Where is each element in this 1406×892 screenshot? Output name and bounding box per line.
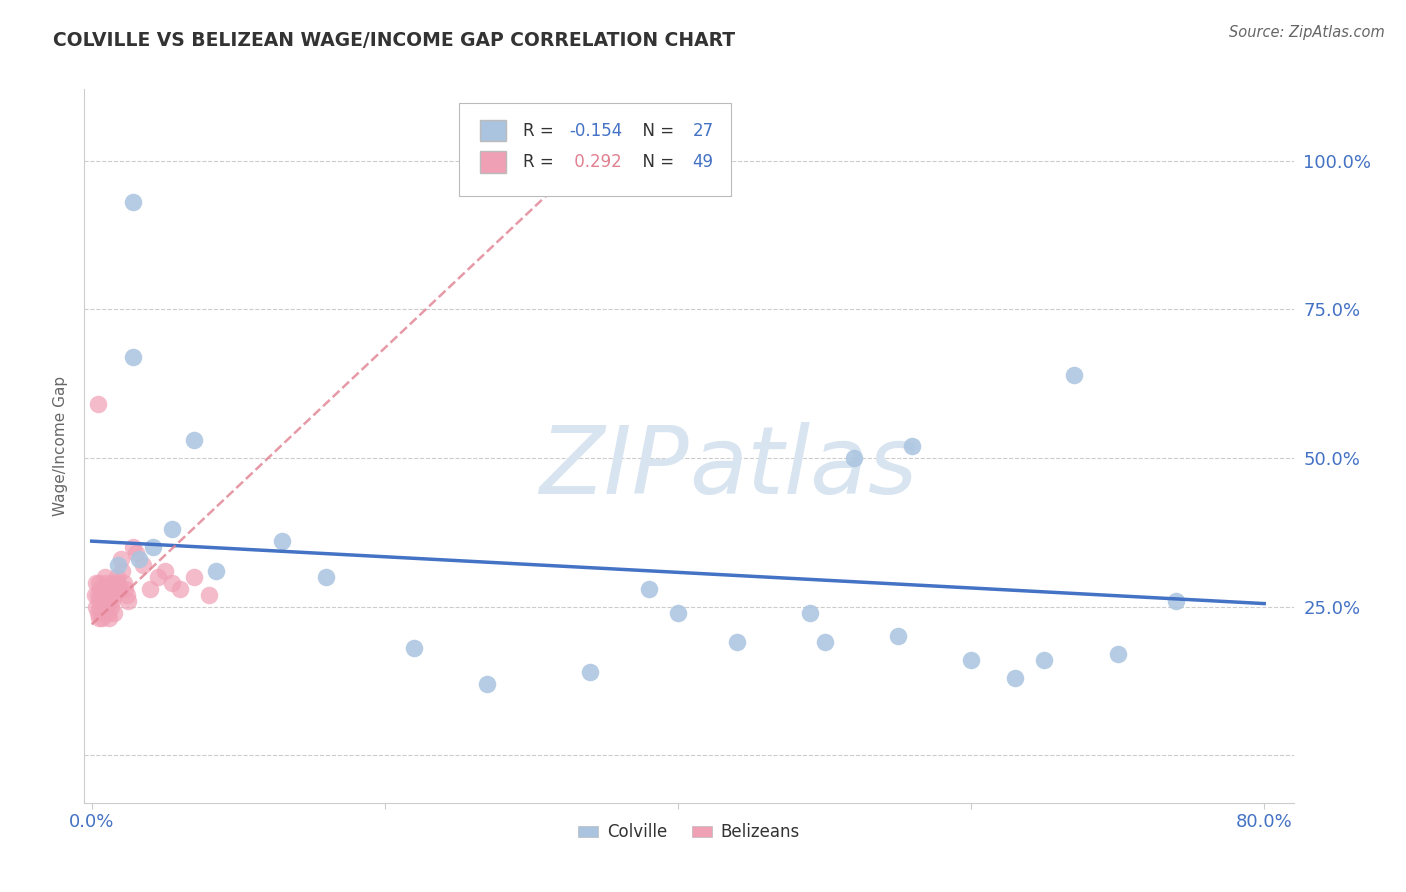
Point xyxy=(960,653,983,667)
Point xyxy=(86,397,108,411)
Text: 0.292: 0.292 xyxy=(569,153,621,171)
Point xyxy=(94,599,117,614)
Point xyxy=(83,588,105,602)
Point xyxy=(121,350,143,364)
Point xyxy=(103,606,125,620)
Point xyxy=(86,588,108,602)
Point xyxy=(100,599,122,614)
Text: 49: 49 xyxy=(693,153,714,171)
Point xyxy=(205,564,228,578)
Point xyxy=(813,635,835,649)
Point xyxy=(121,540,143,554)
Point xyxy=(169,582,191,596)
Point xyxy=(87,593,110,607)
Point xyxy=(725,635,748,649)
Point xyxy=(107,575,129,590)
Point xyxy=(901,439,924,453)
Point xyxy=(162,575,184,590)
Point xyxy=(799,606,821,620)
Point xyxy=(124,546,146,560)
Point xyxy=(142,540,165,554)
Point xyxy=(110,552,132,566)
Point xyxy=(404,641,426,656)
Legend: Colville, Belizeans: Colville, Belizeans xyxy=(572,817,806,848)
Point xyxy=(183,433,205,447)
Point xyxy=(96,588,118,602)
Point xyxy=(108,582,131,596)
Point xyxy=(97,582,120,596)
Point xyxy=(89,599,111,614)
Text: -0.154: -0.154 xyxy=(569,121,623,139)
Point xyxy=(87,611,110,625)
Point xyxy=(114,582,136,596)
FancyBboxPatch shape xyxy=(460,103,731,196)
Text: N =: N = xyxy=(633,121,679,139)
Point xyxy=(271,534,294,549)
Point xyxy=(84,599,107,614)
Point xyxy=(1063,368,1085,382)
Text: 27: 27 xyxy=(693,121,714,139)
Point xyxy=(115,588,138,602)
Point xyxy=(162,522,184,536)
Text: R =: R = xyxy=(523,153,560,171)
Point xyxy=(89,582,111,596)
Point xyxy=(107,558,129,572)
Point xyxy=(139,582,162,596)
Point xyxy=(101,575,124,590)
Point xyxy=(86,606,108,620)
Point xyxy=(128,552,150,566)
Text: N =: N = xyxy=(633,153,679,171)
Text: ZIP: ZIP xyxy=(540,422,689,513)
Point xyxy=(104,582,127,596)
Point xyxy=(105,570,128,584)
Point xyxy=(132,558,155,572)
Point xyxy=(112,575,135,590)
Point xyxy=(87,575,110,590)
Text: atlas: atlas xyxy=(689,422,917,513)
Point xyxy=(98,593,121,607)
Point xyxy=(579,665,602,679)
Point xyxy=(183,570,205,584)
Point xyxy=(97,606,120,620)
Point xyxy=(1166,593,1188,607)
Text: Source: ZipAtlas.com: Source: ZipAtlas.com xyxy=(1229,25,1385,40)
Point xyxy=(96,575,118,590)
Point xyxy=(98,611,121,625)
Y-axis label: Wage/Income Gap: Wage/Income Gap xyxy=(53,376,69,516)
Point xyxy=(84,575,107,590)
Point xyxy=(315,570,337,584)
Point xyxy=(111,564,134,578)
Point xyxy=(1107,647,1129,661)
Point xyxy=(117,593,139,607)
FancyBboxPatch shape xyxy=(479,152,506,173)
Point xyxy=(1033,653,1056,667)
Point xyxy=(103,588,125,602)
Point xyxy=(637,582,659,596)
Point xyxy=(101,593,124,607)
Point xyxy=(93,582,115,596)
Point xyxy=(146,570,169,584)
Point xyxy=(887,629,910,643)
FancyBboxPatch shape xyxy=(479,120,506,141)
Point xyxy=(842,450,865,465)
Point xyxy=(477,677,499,691)
Point xyxy=(1004,671,1026,685)
Point xyxy=(153,564,176,578)
Point xyxy=(100,582,122,596)
Point xyxy=(198,588,221,602)
Point xyxy=(666,606,689,620)
Point xyxy=(91,611,114,625)
Point xyxy=(91,588,114,602)
Point xyxy=(121,195,143,210)
Point xyxy=(94,570,117,584)
Text: R =: R = xyxy=(523,121,560,139)
Text: COLVILLE VS BELIZEAN WAGE/INCOME GAP CORRELATION CHART: COLVILLE VS BELIZEAN WAGE/INCOME GAP COR… xyxy=(53,31,735,50)
Point xyxy=(93,593,115,607)
